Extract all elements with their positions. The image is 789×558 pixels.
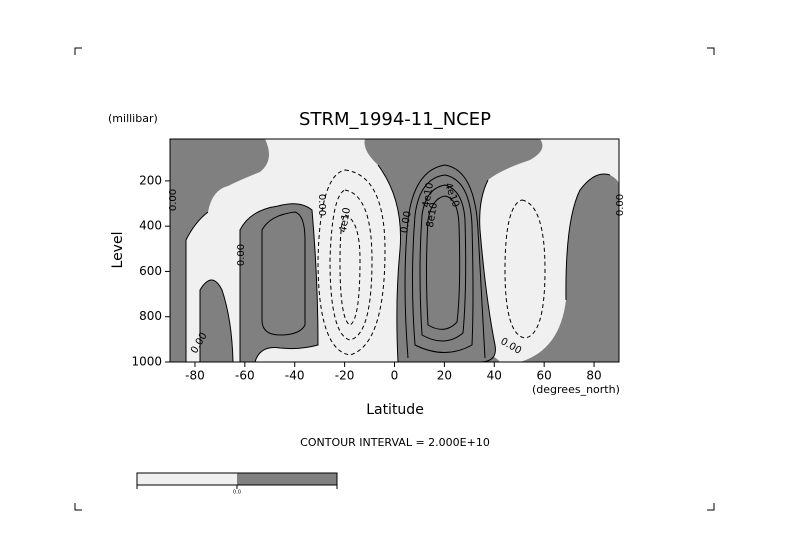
contour-label: 4e10: [421, 182, 436, 209]
y-tick-label: 800: [139, 309, 162, 323]
x-tick-label: -40: [285, 369, 305, 383]
plot-area: [169, 138, 620, 363]
contour-label: 4e10: [338, 207, 353, 234]
x-label: Latitude: [366, 402, 424, 418]
chart-title: STRM_1994-11_NCEP: [299, 109, 491, 130]
contour-label: 0.00: [399, 210, 414, 234]
contour-label: 0.00: [316, 194, 327, 216]
x-tick-label: 20: [437, 369, 452, 383]
colorbar-positive: [237, 473, 337, 485]
colorbar-ticks: [136, 485, 338, 489]
y-tick-label: 1000: [131, 355, 162, 369]
contour-lines: [185, 164, 611, 363]
contour-interval: CONTOUR INTERVAL = 2.000E+10: [300, 436, 490, 449]
contour-label: 0.00: [236, 244, 247, 266]
y-units: (millibar): [108, 112, 158, 125]
y-tick-label: 600: [139, 264, 162, 278]
x-tick-label: 0: [391, 369, 399, 383]
x-tick-label: -20: [335, 369, 355, 383]
x-tick-label: -60: [235, 369, 255, 383]
contour-label: 8e10: [425, 202, 440, 229]
contour-label: 0.00: [168, 189, 179, 211]
colorbar-negative: [137, 473, 237, 485]
colorbar-label: 0.0: [233, 490, 241, 496]
y-tick-label: 200: [139, 173, 162, 187]
y-label: Level: [110, 232, 126, 269]
x-tick-label: 80: [586, 369, 601, 383]
x-tick-label: 40: [487, 369, 502, 383]
x-tick-label: 60: [537, 369, 552, 383]
x-tick-label: -80: [185, 369, 205, 383]
contour-label: 0.00: [615, 194, 626, 216]
x-units: (degrees_north): [532, 383, 620, 396]
y-tick-label: 400: [139, 219, 162, 233]
corner-marks: [74, 47, 715, 511]
